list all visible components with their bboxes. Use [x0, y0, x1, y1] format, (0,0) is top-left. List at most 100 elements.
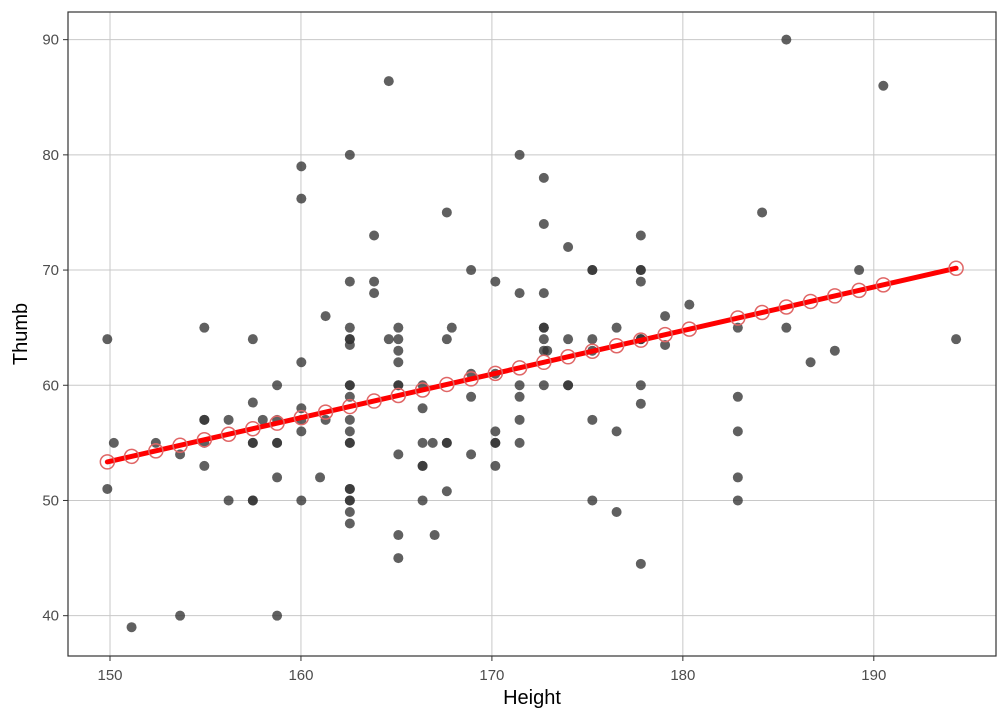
- data-point: [563, 334, 574, 345]
- data-point: [732, 495, 743, 506]
- data-point: [369, 230, 380, 241]
- fitted-point: [584, 343, 601, 359]
- data-point: [732, 472, 743, 483]
- data-point: [257, 414, 268, 425]
- data-point: [272, 472, 283, 483]
- fitted-point: [633, 332, 649, 348]
- fitted-point: [366, 393, 382, 409]
- fitted-point: [414, 382, 431, 398]
- data-point: [466, 449, 477, 460]
- data-point: [660, 311, 671, 322]
- fitted-point: [560, 349, 576, 365]
- data-point: [272, 380, 283, 391]
- fit-line: [104, 265, 959, 465]
- data-point: [369, 276, 380, 287]
- data-point: [393, 345, 404, 356]
- data-point: [587, 334, 598, 345]
- fitted-point: [172, 437, 188, 454]
- data-point: [383, 76, 394, 87]
- data-point: [247, 437, 258, 448]
- data-point: [344, 483, 355, 494]
- data-point: [538, 288, 549, 299]
- data-point: [635, 265, 646, 276]
- data-point: [315, 472, 326, 483]
- data-point: [878, 80, 889, 91]
- data-point: [223, 414, 234, 425]
- data-point: [344, 380, 355, 391]
- data-point: [199, 414, 210, 425]
- data-point: [563, 380, 574, 391]
- y-tick-label: 80: [42, 147, 59, 164]
- fitted-point: [390, 387, 407, 404]
- fitted-point: [511, 360, 528, 376]
- fitted-point: [487, 365, 504, 382]
- data-point: [247, 334, 258, 345]
- data-point: [344, 506, 355, 517]
- data-point: [296, 495, 307, 506]
- fitted-point: [536, 354, 552, 371]
- data-point: [635, 380, 646, 391]
- data-point: [441, 486, 452, 497]
- data-point: [781, 322, 792, 333]
- data-point: [732, 426, 743, 437]
- fitted-point: [463, 371, 479, 387]
- fitted-point: [875, 277, 892, 293]
- data-point: [296, 193, 307, 204]
- data-point: [296, 426, 307, 437]
- fitted-point: [317, 404, 334, 420]
- data-point: [272, 437, 283, 448]
- data-point: [635, 230, 646, 241]
- data-point: [344, 495, 355, 506]
- fitted-point: [948, 260, 964, 276]
- data-point: [417, 460, 428, 471]
- x-tick-label: 190: [861, 667, 886, 684]
- data-point: [126, 622, 137, 633]
- data-points: [102, 34, 962, 633]
- data-point: [514, 149, 525, 160]
- data-point: [199, 460, 210, 471]
- data-point: [446, 322, 457, 333]
- data-point: [296, 161, 307, 172]
- fitted-point: [778, 299, 795, 315]
- x-tick-label: 170: [479, 667, 504, 684]
- data-point: [393, 449, 404, 460]
- data-point: [635, 276, 646, 287]
- y-tick-label: 40: [42, 608, 59, 625]
- data-point: [108, 437, 119, 448]
- data-point: [757, 207, 768, 218]
- data-point: [320, 311, 331, 322]
- data-point: [732, 391, 743, 402]
- data-point: [805, 357, 816, 368]
- fitted-point: [342, 398, 358, 415]
- data-point: [538, 334, 549, 345]
- regression-fit: [99, 260, 964, 470]
- data-point: [344, 149, 355, 160]
- data-point: [344, 414, 355, 425]
- fitted-point: [754, 304, 770, 321]
- fitted-point: [439, 376, 455, 393]
- data-point: [490, 426, 501, 437]
- data-point: [247, 397, 258, 408]
- data-point: [490, 276, 501, 287]
- fitted-point: [851, 282, 867, 299]
- data-point: [102, 334, 113, 345]
- data-point: [514, 391, 525, 402]
- data-point: [393, 380, 404, 391]
- fitted-point: [220, 426, 237, 442]
- y-tick-label: 70: [42, 262, 59, 279]
- data-point: [538, 380, 549, 391]
- data-point: [611, 506, 622, 517]
- data-point: [344, 322, 355, 333]
- data-point: [514, 288, 525, 299]
- fitted-point: [99, 454, 116, 470]
- y-axis-title: Thumb: [10, 303, 32, 365]
- y-tick-label: 50: [42, 492, 59, 509]
- data-point: [563, 242, 574, 253]
- data-point: [393, 530, 404, 541]
- fitted-point: [657, 326, 673, 343]
- data-point: [587, 414, 598, 425]
- data-point: [344, 518, 355, 529]
- data-point: [490, 460, 501, 471]
- data-point: [514, 380, 525, 391]
- data-point: [441, 437, 452, 448]
